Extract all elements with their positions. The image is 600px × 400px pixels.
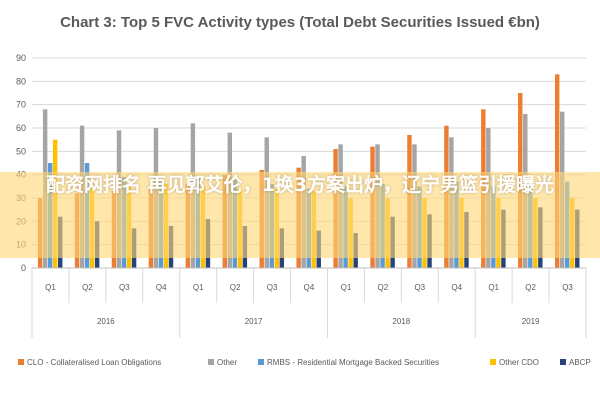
bar — [554, 74, 560, 268]
legend-label: Other CDO — [499, 358, 539, 367]
legend-swatch — [208, 359, 214, 365]
x-tick-label: Q3 — [414, 283, 425, 292]
year-label: 2019 — [522, 317, 540, 326]
x-tick-label: Q1 — [193, 283, 204, 292]
legend: CLO - Collateralised Loan Obligations Oth… — [18, 358, 591, 367]
legend-swatch — [258, 359, 264, 365]
x-tick-label: Q4 — [156, 283, 167, 292]
y-tick-label: 0 — [21, 263, 26, 273]
x-tick-label: Q1 — [488, 283, 499, 292]
x-tick-label: Q4 — [451, 283, 462, 292]
x-tick-label: Q2 — [525, 283, 536, 292]
x-tick-label: Q2 — [378, 283, 389, 292]
x-tick-label: Q1 — [45, 283, 56, 292]
watermark-banner — [0, 172, 600, 258]
y-tick-label: 80 — [16, 76, 26, 86]
y-tick-label: 90 — [16, 53, 26, 63]
y-tick-label: 50 — [16, 146, 26, 156]
y-tick-label: 70 — [16, 100, 26, 110]
legend-swatch — [18, 359, 24, 365]
x-tick-label: Q2 — [230, 283, 241, 292]
year-label: 2016 — [97, 317, 115, 326]
legend-label: Other — [217, 358, 237, 367]
legend-label: CLO - Collateralised Loan Obligations — [27, 358, 161, 367]
x-tick-label: Q2 — [82, 283, 93, 292]
legend-label: RMBS - Residential Mortgage Backed Secur… — [267, 358, 439, 367]
x-tick-label: Q1 — [341, 283, 352, 292]
legend-swatch — [560, 359, 566, 365]
x-tick-label: Q3 — [267, 283, 278, 292]
x-tick-label: Q4 — [304, 283, 315, 292]
legend-swatch — [490, 359, 496, 365]
legend-label: ABCP — [569, 358, 591, 367]
watermark-text: 配资网排名 再见郭艾伦，1换3方案出炉，辽宁男篮引援曝光 — [45, 174, 555, 196]
chart-title: Chart 3: Top 5 FVC Activity types (Total… — [60, 14, 540, 31]
x-axis: Q1 Q2 Q3 Q4 Q1 Q2 Q3 Q4 Q1 Q2 Q3 Q4 Q1 Q2 Q3 2016 2017 20… — [31, 267, 587, 338]
y-tick-label: 60 — [16, 123, 26, 133]
x-tick-label: Q3 — [119, 283, 130, 292]
x-tick-label: Q3 — [562, 283, 573, 292]
year-label: 2018 — [392, 317, 410, 326]
year-label: 2017 — [245, 317, 263, 326]
